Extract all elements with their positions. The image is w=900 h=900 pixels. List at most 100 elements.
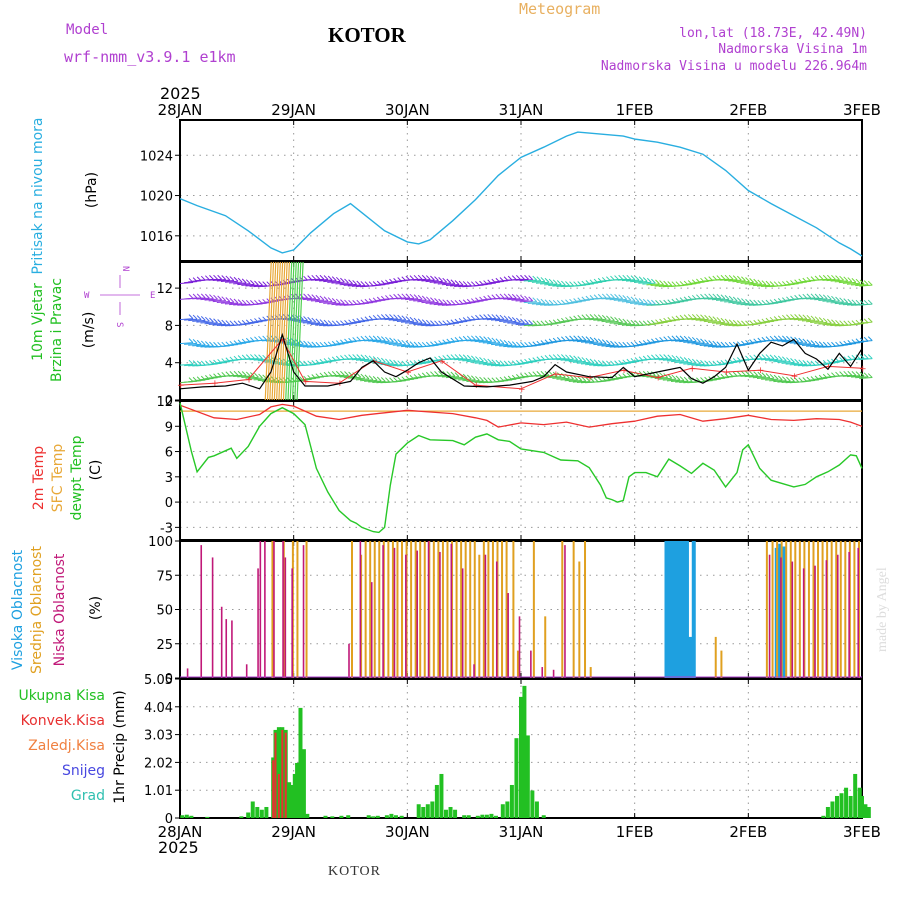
top-year-label: 2025: [160, 84, 201, 103]
wind-barb: [846, 375, 861, 378]
wind-barb: [716, 298, 730, 301]
top-x-tick-label: 30JAN: [385, 101, 430, 119]
wind-barb: [364, 379, 378, 382]
wind-barb: [355, 378, 369, 381]
wind-barb: [433, 281, 447, 284]
wind-barb-head: [630, 275, 636, 280]
cloud-ytick-label: 0: [165, 672, 173, 687]
wind-gust-marker: +: [859, 364, 867, 374]
wind-barb: [286, 318, 300, 321]
wind-barb: [589, 363, 603, 366]
wind-barb: [703, 297, 717, 300]
wind-barb-head: [495, 359, 501, 365]
wind-barb-head: [794, 337, 799, 342]
wind-barb: [323, 301, 337, 304]
wind-barb-head: [659, 280, 664, 285]
wind-barb-head: [606, 340, 611, 345]
wind-barb: [245, 357, 259, 360]
precip-total-bar: [375, 815, 380, 818]
wind-barb: [319, 301, 333, 304]
wind-barb-head: [430, 275, 435, 281]
wind-barb-head: [753, 371, 759, 376]
wind-speed-line: [179, 332, 863, 390]
wind-barb: [842, 343, 856, 346]
wind-barb-head: [188, 359, 194, 365]
wind-barb-head: [200, 360, 206, 366]
wind-barb: [253, 358, 267, 361]
wind-barb-head: [683, 376, 689, 382]
precip-total-bar: [205, 816, 210, 818]
wind-barb: [691, 342, 705, 345]
wind-barb: [675, 360, 689, 363]
wind-barb-head: [867, 317, 873, 323]
model-elevation: Nadmorska Visina u modelu 226.964m: [601, 59, 867, 74]
wind-barb: [621, 361, 635, 364]
elevation: Nadmorska Visina 1m: [718, 42, 867, 57]
wind-barb-head: [736, 320, 742, 326]
wind-barb-head: [622, 274, 628, 280]
wind-barb: [499, 344, 513, 347]
wind-ylabel-1: 10m Vjetar: [30, 283, 46, 361]
wind-barb-head: [340, 277, 345, 283]
wind-barb: [519, 361, 533, 364]
wind-barb-head: [254, 372, 259, 378]
wind-barb-head: [352, 280, 358, 285]
wind-barb: [269, 380, 284, 383]
wind-barb-head: [250, 280, 255, 285]
wind-barb-head: [524, 295, 529, 301]
meteogram-title: Meteogram: [519, 0, 600, 18]
wind-barb: [777, 339, 791, 342]
precip-total-bar: [416, 804, 421, 818]
wind-barb: [466, 339, 480, 342]
wind-barb-head: [802, 293, 808, 299]
wind-barb-head: [687, 314, 693, 319]
wind-barb: [609, 345, 623, 348]
wind-barb: [666, 359, 680, 362]
wind-barb-head: [781, 356, 787, 362]
wind-barb-head: [638, 276, 644, 282]
wind-barb-head: [667, 281, 673, 286]
wind-barb: [437, 303, 451, 306]
wind-barb-head: [818, 317, 824, 322]
wind-barb-head: [401, 360, 407, 366]
wind-barb: [724, 361, 738, 364]
wind-barb-head: [507, 316, 513, 321]
wind-barb-head: [798, 314, 804, 319]
wind-barb: [470, 380, 484, 383]
wind-barb: [212, 300, 226, 303]
wind-barb: [617, 278, 631, 281]
wind-barb-head: [548, 299, 554, 305]
cloud-panel: 0 25 50 75 100: [148, 535, 863, 687]
wind-barb: [339, 283, 353, 286]
wind-barb: [724, 323, 738, 326]
wind-barb-head: [597, 359, 603, 365]
wind-barb-head: [315, 318, 321, 324]
wind-barb-head: [732, 275, 738, 280]
wind-barb-head: [434, 276, 439, 281]
wind-barb-head: [250, 299, 255, 305]
wind-barb-head: [188, 338, 194, 343]
wind-barb: [212, 279, 226, 281]
wind-barb-head: [536, 276, 542, 282]
precip-total-bar: [500, 804, 505, 818]
wind-barb: [777, 380, 791, 383]
wind-barb-head: [626, 341, 632, 347]
wind-streak: [285, 261, 293, 401]
precip-total-bar: [430, 801, 435, 818]
wind-barb-head: [651, 278, 656, 284]
wind-barb-head: [245, 279, 251, 285]
wind-barb-head: [425, 275, 431, 280]
wind-barb: [429, 280, 443, 283]
wind-barb-head: [704, 314, 709, 320]
wind-barb: [229, 281, 243, 284]
wind-barb-head: [577, 356, 583, 361]
bottom-x-tick-label: 28JAN: [158, 823, 203, 841]
wind-barb: [585, 317, 599, 320]
wind-barb: [810, 321, 824, 323]
wind-barb-head: [225, 275, 231, 281]
wind-barb-head: [867, 299, 873, 305]
wind-barb-head: [438, 370, 443, 376]
precip-total-bar: [421, 806, 426, 818]
wind-barb: [736, 302, 750, 305]
wind-barb: [184, 364, 198, 367]
